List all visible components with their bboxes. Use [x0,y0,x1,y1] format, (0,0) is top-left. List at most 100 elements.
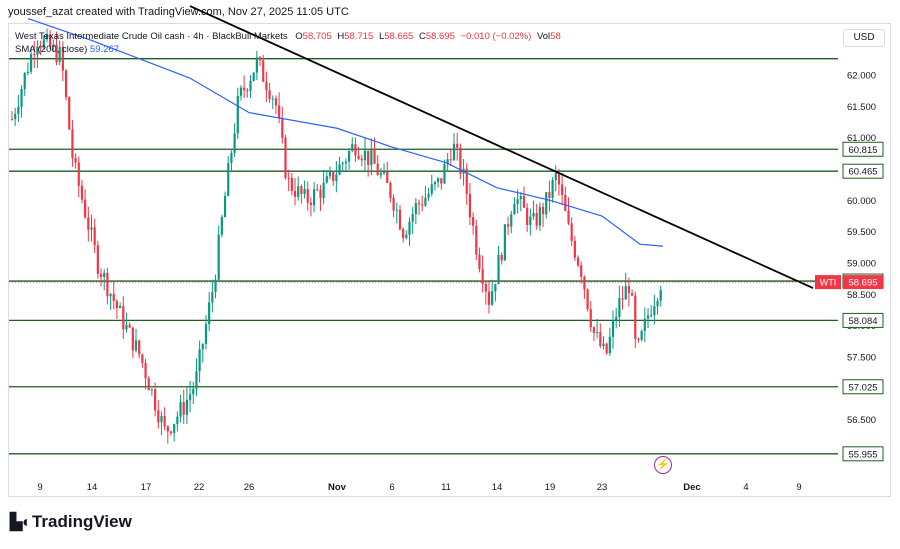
candle-body [109,294,112,297]
candle-body [456,143,459,148]
price-badges: 60.81560.46558.71258.08457.02555.955WTI5… [9,141,884,462]
candle-body [589,309,592,328]
candle-body [90,227,93,230]
level-badge-label: 57.025 [848,382,877,393]
candle-body [529,216,532,225]
legend-l-label: L [378,31,385,42]
candle-body [49,34,52,47]
candle-body [602,343,605,347]
candle-body [402,229,405,238]
candle-body [271,98,274,100]
candle-body [659,290,662,301]
candle-body [64,70,68,98]
candle-body [103,272,106,277]
level-badge [842,141,884,157]
candle-body [163,416,166,427]
candle-body [417,202,421,205]
candle-body [223,195,227,218]
level-badge-label: 60.465 [848,167,877,178]
candle-body [367,150,370,165]
legend-vol-label: Vol [536,31,551,42]
candle-body [106,272,109,297]
level-badge-label: 60.815 [848,145,877,156]
candle-body [217,234,220,280]
candle-body [408,221,411,235]
candle-body [125,324,128,330]
legend-symbol: West Texas Intermediate Crude Oil cash ·… [15,31,288,42]
candle-body [236,95,239,134]
legend-c-label: C [418,31,426,42]
candle-body [306,188,309,203]
candle-body [376,163,379,175]
candle-body [526,207,529,225]
candle-body [459,147,462,174]
candle-body [33,54,36,56]
candle-body [363,150,367,161]
candle-body [87,217,90,230]
symbol-badge-label: WTI [820,278,837,288]
candle-body [379,173,382,175]
time-tick-label: 11 [441,482,451,493]
candle-body [249,80,252,91]
candle-body [128,324,131,328]
price-tick-label: 62.000 [847,71,876,82]
candle-body [201,344,204,350]
candle-body [513,204,516,215]
candle-body [545,192,548,215]
candle-body [557,173,561,185]
candle-body [26,71,29,74]
candle-body [634,295,637,339]
legend-open: 58.705 [302,31,332,42]
candle-body [258,57,262,61]
candle-body [583,276,586,290]
candle-body [52,44,55,47]
candle-body [465,168,468,194]
tradingview-logo-text: TradingView [31,512,132,531]
time-tick-label: 14 [492,482,503,493]
candle-body [61,46,64,71]
candle-body [478,254,481,270]
candle-body [561,184,564,195]
legend-h-label: H [337,31,345,42]
candle-body [360,158,363,161]
candle-body [449,159,452,161]
candle-body [354,144,357,156]
time-tick-label: 4 [743,482,748,493]
candle-body [538,207,541,226]
creator-line: youssef_azat created with TradingView.co… [8,6,349,18]
emoji-icon[interactable]: ⚡ [654,456,672,474]
candle-body [484,283,487,292]
candle-body [510,214,513,227]
candle-body [77,162,80,186]
candle-body [522,196,526,208]
currency-button[interactable]: USD [843,29,885,47]
candle-body [313,189,316,206]
candle-body [580,265,583,277]
candle-body [487,291,491,305]
candle-body [150,389,154,391]
candle-body [398,209,402,230]
candle-body [551,180,554,198]
candle-body [656,300,659,307]
candle-body [611,320,615,337]
time-tick-label: 6 [389,482,394,493]
candle-body [491,291,494,305]
candle-body [424,197,427,206]
candle-body [319,190,322,199]
candle-body [230,152,233,164]
candle-body [204,324,208,345]
price-axis: 62.00061.50061.00060.50060.00059.50059.0… [847,71,876,458]
candle-body [131,327,134,351]
candle-body [592,327,596,333]
candle-body [497,254,500,285]
candle-body [246,90,249,92]
candle-body [141,354,144,363]
candle-body [45,34,49,40]
candle-body [214,279,217,292]
candle-body [14,113,17,120]
candle-body [134,340,138,351]
candle-body [309,202,313,206]
candle-body [233,133,236,153]
candle-body [624,286,627,300]
